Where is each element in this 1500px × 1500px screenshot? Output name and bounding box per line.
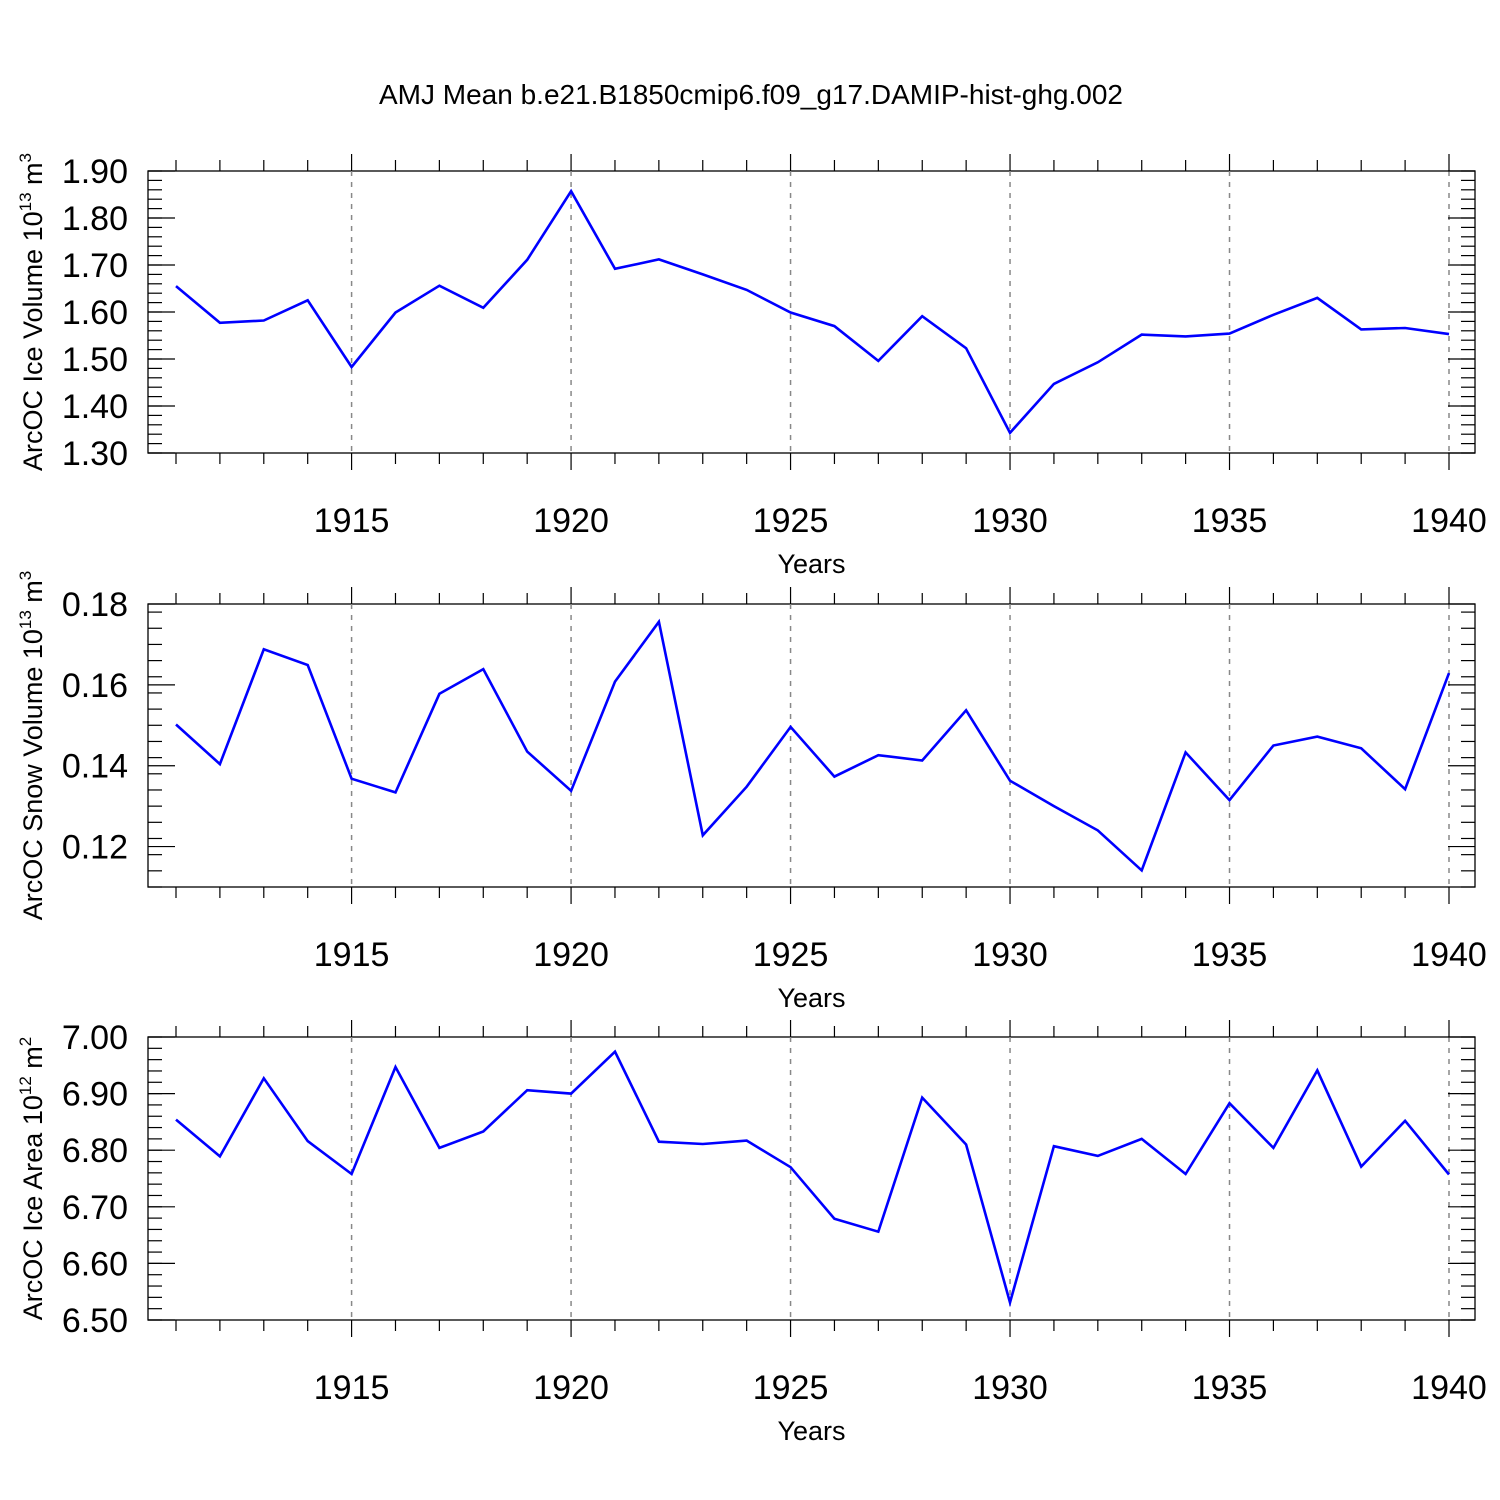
x-axis-label: Years xyxy=(777,549,845,579)
x-tick-label: 1940 xyxy=(1411,936,1487,974)
y-tick-label: 6.80 xyxy=(62,1132,128,1170)
x-tick-label: 1920 xyxy=(533,936,609,974)
plot-frame xyxy=(147,1036,1476,1321)
y-tick-label: 1.90 xyxy=(62,153,128,191)
x-tick-label: 1930 xyxy=(972,1369,1048,1407)
plot-frame xyxy=(147,170,1476,454)
plot-frame xyxy=(147,603,1476,888)
y-tick-label: 6.70 xyxy=(62,1189,128,1227)
y-axis-label: ArcOC Ice Volume 1013 m3 xyxy=(16,153,48,471)
panel-ice-volume: 1915 1920 1925 1930 1935 1940 Years 1.30 1.40 1.5… xyxy=(16,153,1487,579)
y-tick-label: 0.14 xyxy=(62,748,128,786)
y-tick-label: 1.60 xyxy=(62,294,128,332)
y-tick-label: 6.60 xyxy=(62,1245,128,1283)
y-tick-label: 1.30 xyxy=(62,435,128,473)
x-tick-label: 1935 xyxy=(1192,502,1268,540)
series-line-ice-area xyxy=(175,1049,1451,1308)
x-tick-label: 1930 xyxy=(972,502,1048,540)
chart-title: AMJ Mean b.e21.B1850cmip6.f09_g17.DAMIP-… xyxy=(379,79,1123,110)
x-axis-label: Years xyxy=(777,983,845,1013)
y-tick-label: 0.12 xyxy=(62,829,128,867)
panel-snow-volume: 1915 1920 1925 1930 1935 1940 Years 0.12 0.14 0.1… xyxy=(16,571,1487,1013)
x-tick-label: 1925 xyxy=(753,936,829,974)
y-tick-label: 6.90 xyxy=(62,1076,128,1114)
x-tick-label: 1940 xyxy=(1411,1369,1487,1407)
x-tick-label: 1915 xyxy=(314,1369,390,1407)
x-axis-label: Years xyxy=(777,1416,845,1446)
panel-ice-area: 1915 1920 1925 1930 1935 1940 Years 6.50 6.60 6.7… xyxy=(16,1019,1487,1446)
x-tick-label: 1920 xyxy=(533,1369,609,1407)
y-tick-label: 0.16 xyxy=(62,667,128,705)
y-tick-label: 1.70 xyxy=(62,247,128,285)
y-tick-label: 1.50 xyxy=(62,341,128,379)
x-tick-label: 1925 xyxy=(753,502,829,540)
x-tick-label: 1925 xyxy=(753,1369,829,1407)
x-tick-label: 1915 xyxy=(314,936,390,974)
y-tick-label: 6.50 xyxy=(62,1302,128,1340)
y-tick-label: 7.00 xyxy=(62,1019,128,1057)
x-tick-label: 1940 xyxy=(1411,502,1487,540)
series-line-snow-volume xyxy=(175,618,1451,873)
x-tick-label: 1915 xyxy=(314,502,390,540)
y-axis-label: ArcOC Snow Volume 1013 m3 xyxy=(16,571,48,921)
x-tick-label: 1930 xyxy=(972,936,1048,974)
x-tick-label: 1935 xyxy=(1192,1369,1268,1407)
series-line-ice-volume xyxy=(175,188,1450,436)
x-tick-label: 1920 xyxy=(533,502,609,540)
y-axis-label: ArcOC Ice Area 1012 m2 xyxy=(16,1037,48,1321)
y-tick-label: 1.40 xyxy=(62,388,128,426)
x-tick-label: 1935 xyxy=(1192,936,1268,974)
y-tick-label: 0.18 xyxy=(62,586,128,624)
y-tick-label: 1.80 xyxy=(62,200,128,238)
